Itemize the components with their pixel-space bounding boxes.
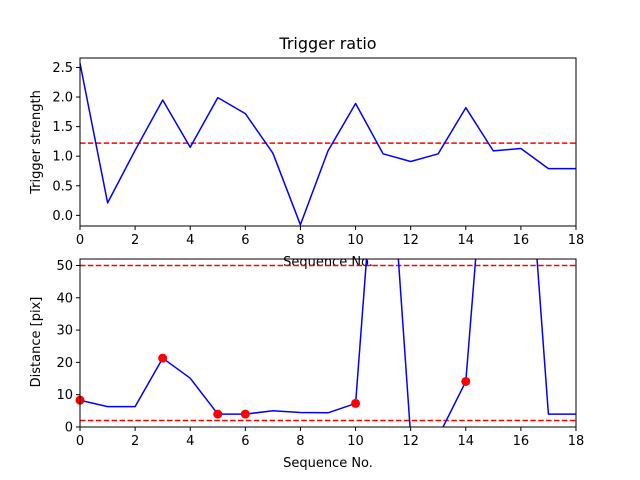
bottom-x-tick-label: 6 — [241, 434, 249, 449]
bottom-y-tick-label: 20 — [56, 356, 73, 371]
top-x-tick-label: 4 — [186, 233, 194, 248]
bottom-y-axis-label: Distance [pix] — [29, 297, 44, 388]
bottom-y-tick-label: 0 — [65, 421, 73, 436]
bottom-x-tick-label: 12 — [402, 434, 419, 449]
bottom-y-tick-label: 30 — [56, 324, 73, 339]
top-x-tick-label: 2 — [131, 233, 139, 248]
top-x-tick-label: 14 — [458, 233, 475, 248]
top-x-tick-label: 18 — [568, 233, 585, 248]
bottom-marker-point — [158, 353, 168, 363]
bottom-x-tick-label: 10 — [347, 434, 364, 449]
top-x-tick-label: 6 — [241, 233, 249, 248]
top-plot-area: 0 2 4 6 8 10 12 14 16 18 0.0 0.5 1.0 1.5 2.0 2.5 — [52, 57, 585, 248]
chart-title: Trigger ratio — [278, 34, 376, 53]
bottom-marker-point — [351, 398, 361, 408]
bottom-x-tick-label: 18 — [568, 434, 585, 449]
top-y-tick-label: 2.0 — [52, 91, 73, 106]
top-plot-content — [80, 63, 576, 226]
bottom-y-tick-label: 50 — [56, 259, 73, 274]
top-x-tick-label: 16 — [513, 233, 530, 248]
bottom-marker-point — [240, 409, 250, 419]
top-y-axis-label: Trigger strength — [29, 90, 44, 195]
top-x-tick-label: 8 — [296, 233, 304, 248]
bottom-x-tick-label: 0 — [76, 434, 84, 449]
top-x-tick-label: 0 — [76, 233, 84, 248]
bottom-x-tick-label: 16 — [513, 434, 530, 449]
top-x-tick-label: 12 — [402, 233, 419, 248]
bottom-axes-frame — [79, 258, 577, 428]
bottom-y-tick-label: 10 — [56, 388, 73, 403]
bottom-marker-point — [461, 376, 471, 386]
top-y-tick-label: 1.5 — [52, 120, 73, 135]
top-y-tick-label: 0.5 — [52, 179, 73, 194]
top-axes-frame — [79, 57, 577, 227]
top-series-line-0 — [80, 63, 576, 226]
top-y-tick-label: 1.0 — [52, 150, 73, 165]
bottom-y-tick-label: 40 — [56, 291, 73, 306]
bottom-x-axis-label: Sequence No. — [283, 456, 373, 471]
top-y-tick-label: 2.5 — [52, 61, 73, 76]
bottom-x-tick-label: 14 — [458, 434, 475, 449]
top-y-tick-label: 0.0 — [52, 209, 73, 224]
top-x-axis-label: Sequence No. — [283, 255, 373, 270]
bottom-plot-area: 0 2 4 6 8 10 12 14 16 18 0 10 20 30 40 50 — [56, 258, 585, 449]
bottom-x-tick-label: 8 — [296, 434, 304, 449]
top-x-tick-label: 10 — [347, 233, 364, 248]
bottom-x-tick-label: 2 — [131, 434, 139, 449]
bottom-marker-point — [213, 409, 223, 419]
bottom-x-tick-label: 4 — [186, 434, 194, 449]
